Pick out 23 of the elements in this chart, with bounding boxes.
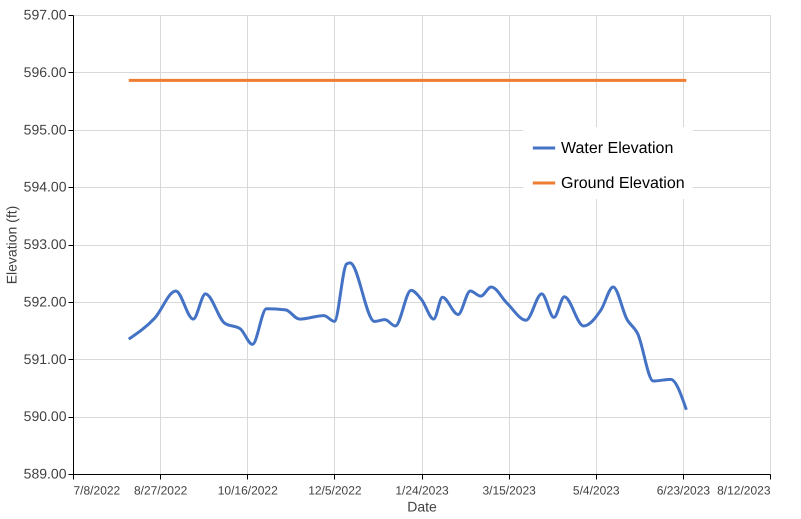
y-tick-label: 594.00 xyxy=(24,178,67,195)
y-tick-label: 591.00 xyxy=(24,350,67,367)
line-series xyxy=(127,261,688,412)
y-tick-label: 592.00 xyxy=(24,293,67,310)
y-axis-title: Elevation (ft) xyxy=(4,206,20,284)
x-tick-label: 8/12/2023 xyxy=(717,484,771,498)
y-tick-label: 596.00 xyxy=(24,64,67,80)
x-tick-label: 5/4/2023 xyxy=(572,484,620,498)
x-tick-label: 1/24/2023 xyxy=(395,484,450,498)
x-axis-title: Date xyxy=(407,498,437,514)
x-tick-label: 6/23/2023 xyxy=(656,484,710,498)
y-tick-label: 597.00 xyxy=(24,6,67,22)
y-tick-label: 589.00 xyxy=(24,466,67,482)
x-tick-label: 10/16/2022 xyxy=(218,484,278,498)
y-tick-label: 590.00 xyxy=(24,408,67,424)
y-tick-label: 595.00 xyxy=(24,121,67,138)
legend-label: Ground Elevation xyxy=(561,175,685,192)
x-tick-label: 3/15/2023 xyxy=(482,484,536,498)
x-tick-label: 12/5/2022 xyxy=(308,484,362,498)
legend-label: Water Elevation xyxy=(561,140,674,157)
x-tick-label: 8/27/2022 xyxy=(134,484,188,498)
y-tick-label: 593.00 xyxy=(24,236,67,252)
x-tick-label: 7/8/2022 xyxy=(74,484,121,498)
